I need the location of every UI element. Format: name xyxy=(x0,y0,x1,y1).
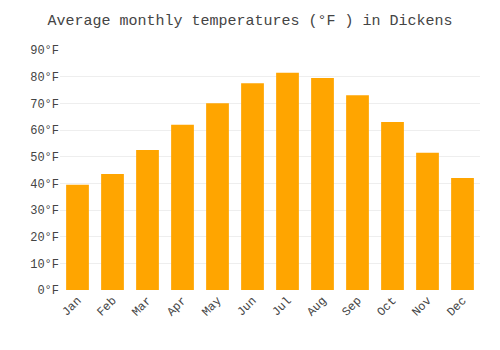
svg-text:10°F: 10°F xyxy=(30,258,59,272)
svg-text:Oct: Oct xyxy=(374,294,399,319)
svg-text:Mar: Mar xyxy=(129,294,154,319)
svg-text:50°F: 50°F xyxy=(30,151,59,165)
svg-text:0°F: 0°F xyxy=(37,284,59,298)
svg-text:May: May xyxy=(199,294,224,319)
svg-text:Jul: Jul xyxy=(269,294,294,319)
svg-text:Aug: Aug xyxy=(304,294,329,319)
svg-text:Sep: Sep xyxy=(339,294,364,319)
svg-text:30°F: 30°F xyxy=(30,204,59,218)
svg-text:Jan: Jan xyxy=(59,294,84,319)
svg-text:80°F: 80°F xyxy=(30,71,59,85)
svg-text:Average monthly temperatures (: Average monthly temperatures (°F ) in Di… xyxy=(47,13,452,30)
svg-text:70°F: 70°F xyxy=(30,98,59,112)
svg-text:Dec: Dec xyxy=(444,294,469,319)
svg-text:40°F: 40°F xyxy=(30,178,59,192)
svg-text:Apr: Apr xyxy=(164,294,189,319)
svg-text:60°F: 60°F xyxy=(30,124,59,138)
svg-text:Feb: Feb xyxy=(94,294,119,319)
svg-text:20°F: 20°F xyxy=(30,231,59,245)
svg-text:90°F: 90°F xyxy=(30,44,59,58)
svg-text:Nov: Nov xyxy=(409,294,434,319)
svg-text:Jun: Jun xyxy=(234,294,259,319)
